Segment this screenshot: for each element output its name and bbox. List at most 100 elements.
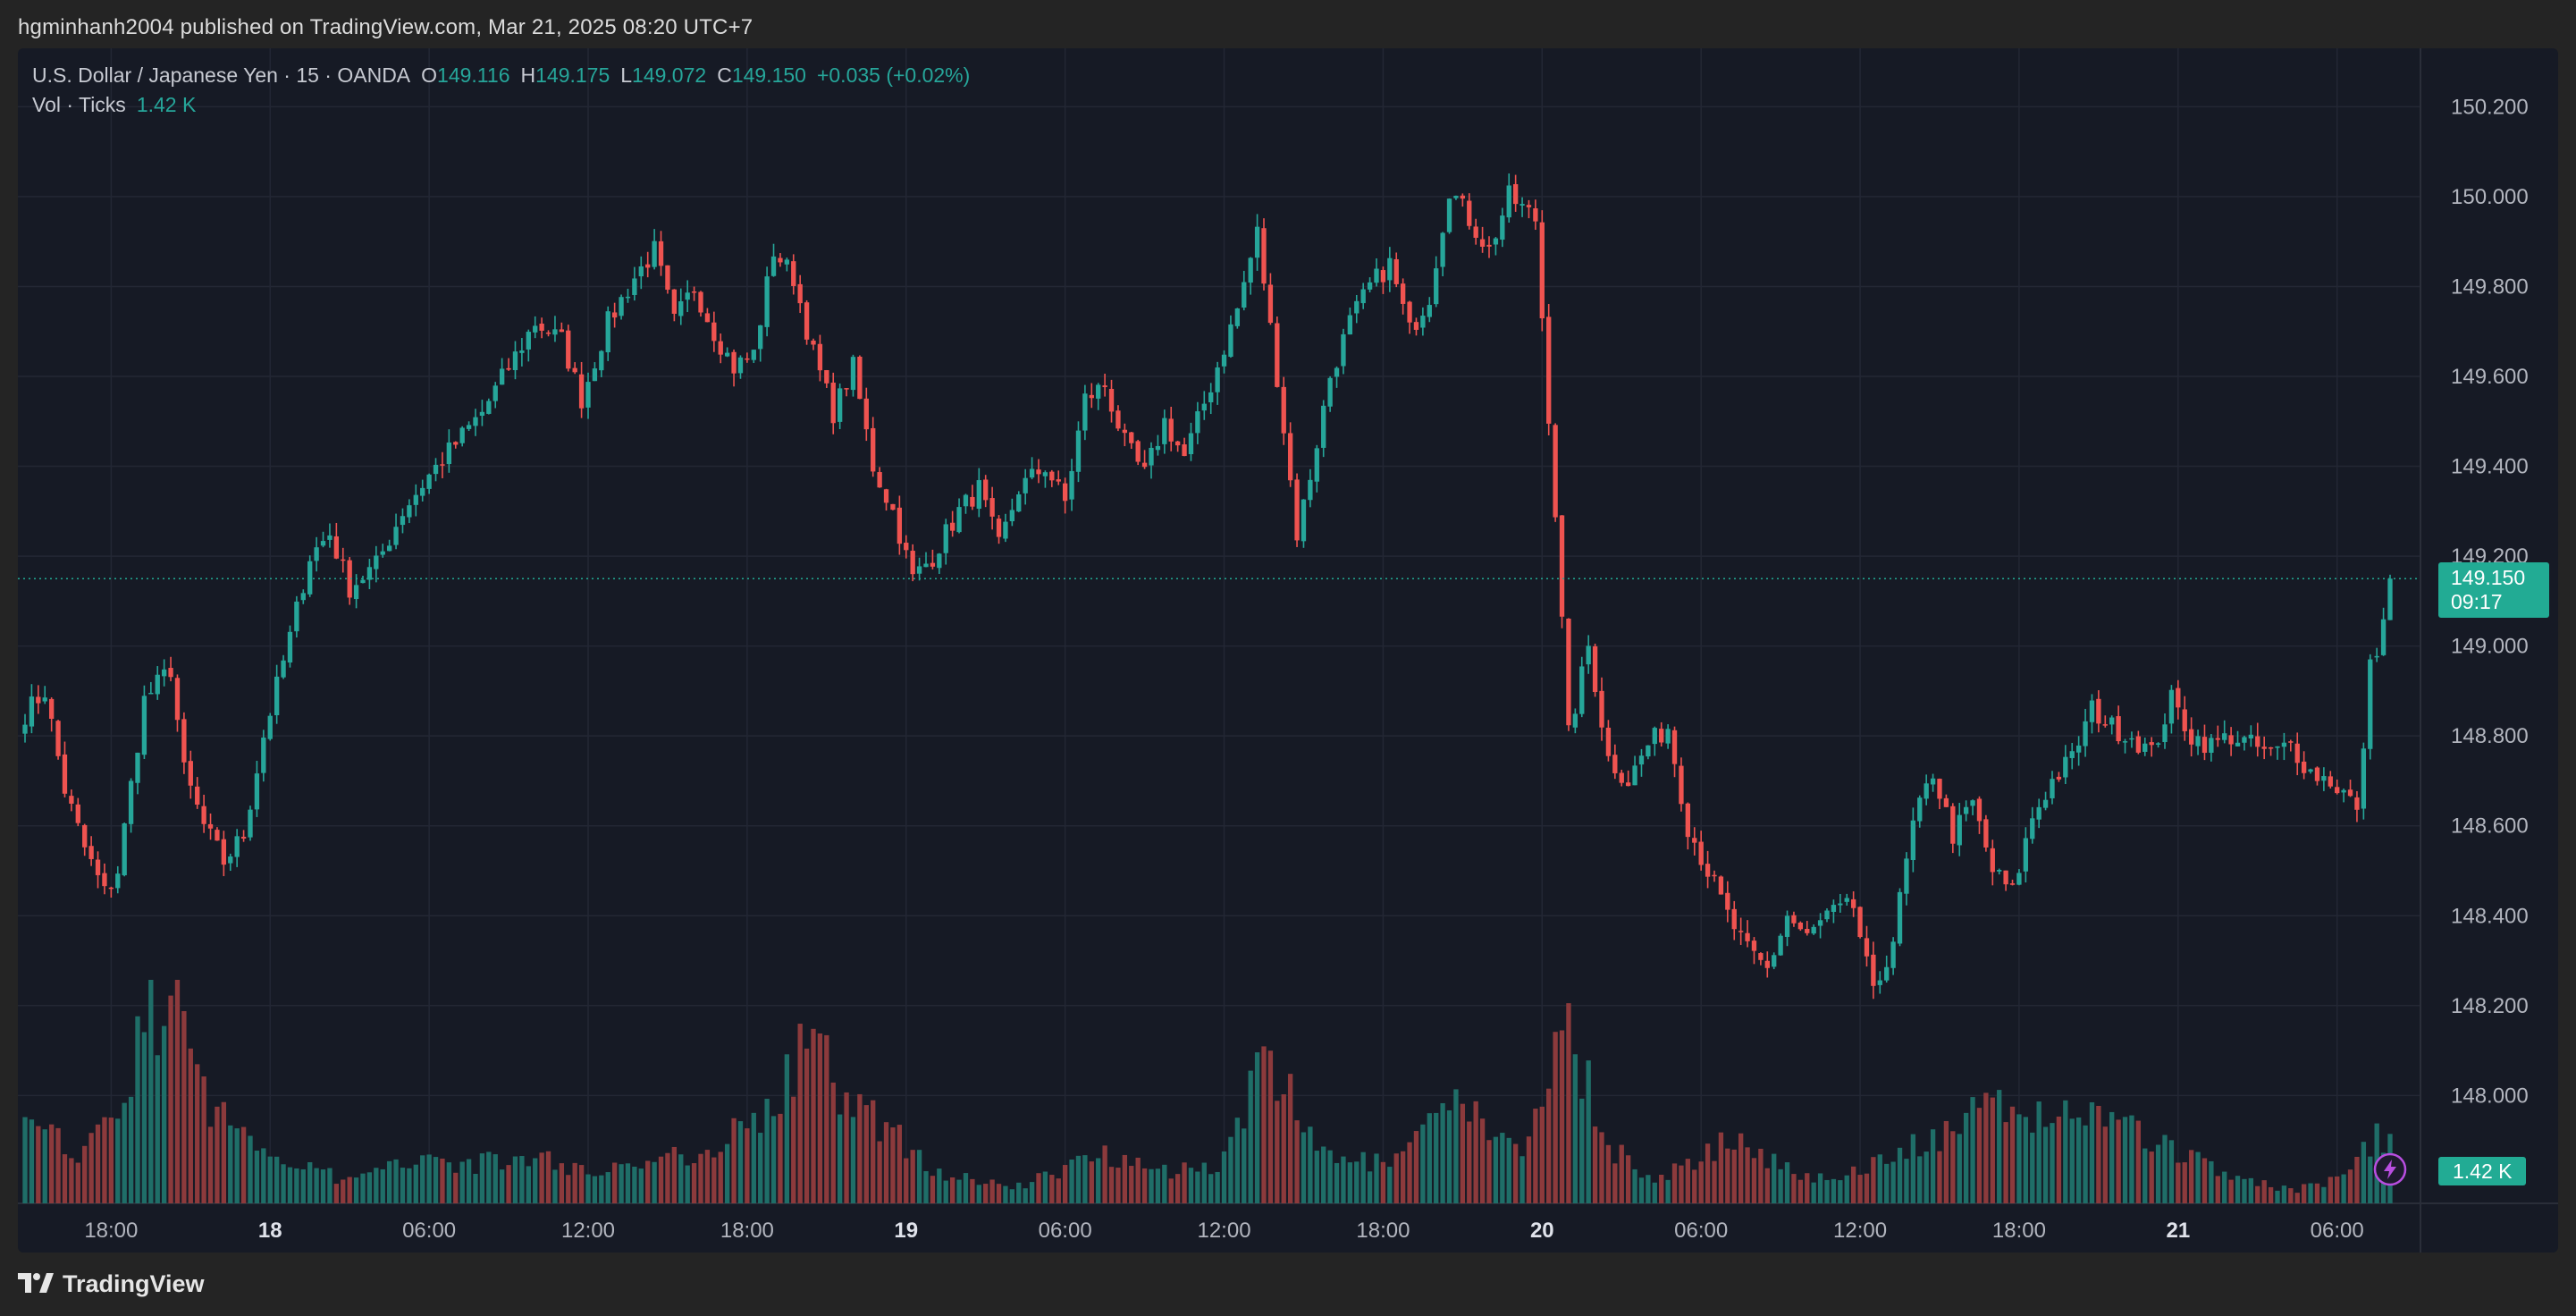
publish-header: hgminhanh2004 published on TradingView.c… <box>0 0 2576 48</box>
volume-bar <box>300 1168 306 1203</box>
volume-bar <box>393 1159 399 1203</box>
candle-body <box>1294 479 1300 541</box>
candle-body <box>327 535 333 540</box>
candle-body <box>2063 756 2068 778</box>
volume-bar <box>1367 1171 1373 1203</box>
candle-body <box>943 524 948 553</box>
candle-body <box>1215 367 1220 392</box>
volume-bar <box>1572 1054 1578 1203</box>
volume-bar <box>923 1170 929 1203</box>
volume-bar <box>1566 1003 1571 1203</box>
volume-bar <box>215 1106 220 1203</box>
volume-tag-value: 1.42 K <box>2453 1160 2513 1183</box>
volume-bar <box>360 1173 366 1203</box>
volume-bar <box>2036 1101 2041 1203</box>
volume-bar <box>36 1126 41 1203</box>
candle-body <box>1871 954 1876 986</box>
candle-body <box>55 721 61 756</box>
candle-body <box>1486 244 1492 247</box>
candle-body <box>1049 471 1055 481</box>
volume-bar <box>1453 1089 1459 1203</box>
candle-body <box>1857 907 1863 938</box>
candle-body <box>665 265 670 291</box>
candle-body <box>1592 645 1598 693</box>
volume-bar <box>652 1161 657 1203</box>
candle-body <box>2222 733 2227 740</box>
volume-bar <box>1963 1112 1969 1203</box>
candle-body <box>1619 772 1624 783</box>
candlestick-chart[interactable]: 148.000 148.200 148.400 148.600 148.800 149.0… <box>18 48 2558 1253</box>
volume-bar <box>904 1158 909 1203</box>
candle-body <box>2135 736 2142 753</box>
volume-bar <box>440 1158 445 1203</box>
volume-bar <box>916 1150 922 1203</box>
volume-bar <box>221 1101 227 1203</box>
candle-body <box>1393 258 1399 284</box>
volume-bar <box>1042 1171 1048 1203</box>
candle-body <box>2176 688 2181 708</box>
volume-bar <box>1221 1151 1227 1203</box>
candle-body <box>1884 966 1890 981</box>
candle-body <box>1805 928 1810 933</box>
volume-bar <box>1705 1143 1711 1203</box>
price-tick-label: 150.200 <box>2451 95 2529 119</box>
candle-body <box>492 385 498 401</box>
volume-bar <box>1612 1163 1618 1203</box>
candle-body <box>857 357 863 400</box>
time-tick-label: 18:00 <box>84 1219 138 1243</box>
volume-bar <box>1195 1171 1200 1203</box>
time-tick-label: 06:00 <box>1674 1219 1728 1243</box>
legend-vol-label[interactable]: Vol · Ticks <box>32 93 126 116</box>
lightning-icon[interactable] <box>2372 1152 2408 1187</box>
time-tick-label: 18:00 <box>720 1219 774 1243</box>
chart-panel[interactable]: 148.000 148.200 148.400 148.600 148.800 149.0… <box>18 48 2558 1253</box>
candle-body <box>1155 445 1161 451</box>
volume-bar <box>552 1169 558 1203</box>
volume-bar <box>62 1154 68 1203</box>
candle-body <box>1824 910 1830 920</box>
candle-body <box>1321 405 1326 448</box>
candle-body <box>844 388 849 390</box>
candle-body <box>983 479 989 501</box>
candle-body <box>2036 806 2041 820</box>
tradingview-brand[interactable]: TradingView <box>18 1270 205 1299</box>
volume-bar <box>1877 1154 1882 1203</box>
volume-bar <box>1910 1134 1916 1203</box>
candle-body <box>1605 727 1612 756</box>
volume-bar <box>1208 1174 1214 1203</box>
volume-bar <box>1400 1151 1406 1203</box>
legend-h-label: H <box>520 63 536 87</box>
volume-bar <box>2063 1100 2068 1203</box>
volume-bar <box>1506 1137 1511 1203</box>
price-tick-label: 148.400 <box>2451 904 2529 928</box>
time-tick-label: 18:00 <box>1356 1219 1410 1243</box>
legend-symbol[interactable]: U.S. Dollar / Japanese Yen · 15 · OANDA <box>32 63 411 87</box>
volume-bar <box>95 1124 101 1203</box>
volume-bar <box>75 1162 80 1203</box>
volume-bar <box>2129 1115 2134 1203</box>
volume-bar <box>1347 1162 1353 1203</box>
candle-body <box>2308 769 2313 772</box>
volume-bar <box>254 1151 260 1203</box>
volume-bar <box>937 1168 942 1203</box>
candle-body <box>360 579 366 584</box>
candle-body <box>1877 980 1882 985</box>
candle-body <box>506 367 511 370</box>
volume-bar <box>566 1175 571 1203</box>
candle-body <box>1341 333 1346 367</box>
volume-bar <box>751 1112 756 1203</box>
candle-body <box>671 289 678 314</box>
volume-bar <box>1493 1136 1499 1203</box>
candle-body <box>1864 938 1870 957</box>
candle-body <box>400 516 406 526</box>
candle-body <box>2328 776 2333 787</box>
volume-bar <box>1155 1168 1161 1203</box>
candle-body <box>1586 645 1591 665</box>
volume-bar <box>1009 1189 1015 1203</box>
candle-body <box>1772 955 1777 967</box>
candle-body <box>2122 741 2128 743</box>
candle-body <box>174 678 181 721</box>
volume-bar <box>1817 1173 1823 1203</box>
volume-bar <box>857 1093 863 1203</box>
candle-body <box>1817 920 1823 926</box>
